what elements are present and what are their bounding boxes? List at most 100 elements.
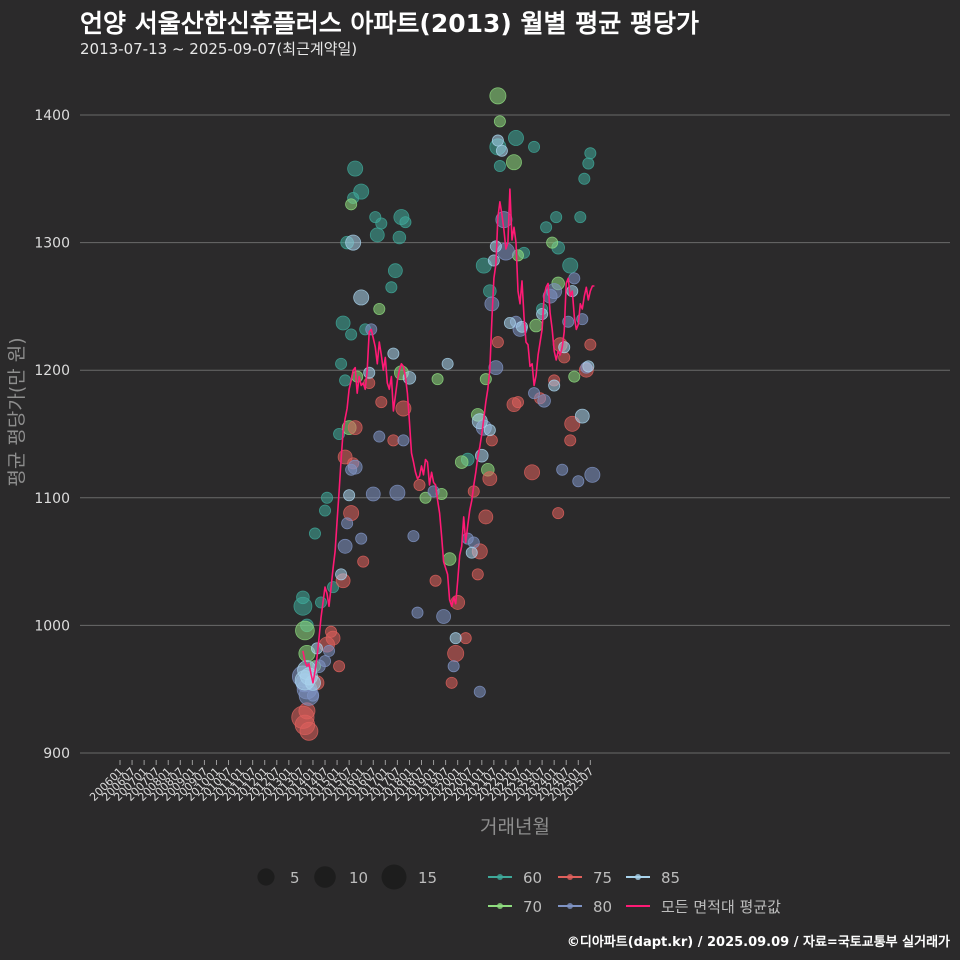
legend-dot-85 xyxy=(635,874,641,880)
point-75-34 xyxy=(524,464,541,481)
point-75-30 xyxy=(485,434,498,447)
point-80-34 xyxy=(537,394,551,408)
point-85-10 xyxy=(387,347,400,360)
point-60-22 xyxy=(387,263,403,279)
point-75-3 xyxy=(299,721,319,741)
point-75-16 xyxy=(375,396,388,409)
point-85-23 xyxy=(516,320,528,333)
point-80-24 xyxy=(467,536,480,549)
point-80-6 xyxy=(319,655,332,668)
point-60-40 xyxy=(578,172,591,185)
point-70-6 xyxy=(373,302,386,315)
size-legend-label-5: 5 xyxy=(290,869,300,887)
point-80-43 xyxy=(584,466,601,483)
point-80-22 xyxy=(447,660,460,673)
point-70-9 xyxy=(431,373,444,386)
point-60-20 xyxy=(375,217,388,230)
legend-dot-75 xyxy=(567,874,573,880)
point-70-8 xyxy=(419,491,432,504)
legend-label-85: 85 xyxy=(661,869,680,887)
point-85-9 xyxy=(363,366,376,379)
point-75-29 xyxy=(482,471,498,487)
point-80-12 xyxy=(355,532,368,545)
point-80-8 xyxy=(337,538,353,554)
point-60-23 xyxy=(392,230,407,245)
point-85-7 xyxy=(345,234,362,251)
color-legend: 60 75 85 70 80 모든 면적대 평균값 xyxy=(488,869,781,916)
average-line xyxy=(302,188,595,684)
point-85-20 xyxy=(491,134,504,147)
point-80-36 xyxy=(546,283,563,300)
y-axis-title: 평균 평당가(만 원) xyxy=(6,337,28,486)
size-legend-label-15: 15 xyxy=(418,869,437,887)
point-70-16 xyxy=(489,87,507,105)
size-legend-dot-15 xyxy=(381,864,407,890)
point-80-33 xyxy=(528,387,541,400)
point-60-8 xyxy=(333,428,346,440)
y-tick-1400: 1400 xyxy=(34,108,70,124)
point-85-13 xyxy=(449,632,462,645)
point-75-33 xyxy=(511,396,524,409)
y-tick-1300: 1300 xyxy=(34,236,70,252)
point-85-29 xyxy=(582,360,595,373)
point-80-9 xyxy=(341,517,354,530)
point-60-33 xyxy=(528,140,541,153)
point-85-21 xyxy=(495,144,508,157)
size-legend-label-10: 10 xyxy=(349,869,368,887)
point-80-25 xyxy=(473,685,486,698)
point-75-18 xyxy=(395,400,412,417)
y-tick-1100: 1100 xyxy=(34,491,70,507)
point-60-38 xyxy=(562,257,579,274)
point-85-14 xyxy=(465,546,478,559)
point-80-40 xyxy=(572,475,585,488)
point-60-6 xyxy=(321,491,334,504)
point-60-1 xyxy=(296,590,310,605)
point-60-41 xyxy=(582,157,595,170)
x-axis-title: 거래년월 xyxy=(480,816,550,838)
point-70-4 xyxy=(345,198,358,211)
point-70-11 xyxy=(442,552,457,566)
point-80-21 xyxy=(436,609,452,624)
legend-dot-80 xyxy=(567,903,573,909)
point-80-39 xyxy=(568,272,581,285)
point-80-17 xyxy=(397,434,410,447)
point-75-31 xyxy=(491,336,504,349)
point-85-28 xyxy=(574,408,590,424)
point-85-18 xyxy=(487,254,500,267)
point-60-42 xyxy=(584,147,597,160)
legend-label-70: 70 xyxy=(523,898,542,916)
point-80-14 xyxy=(365,486,381,502)
point-80-11 xyxy=(347,459,363,475)
point-70-21 xyxy=(546,236,559,249)
point-85-5 xyxy=(335,568,348,581)
point-85-22 xyxy=(503,316,516,329)
chart-title: 언양 서울산한신휴플러스 아파트(2013) 월별 평균 평당가 xyxy=(80,9,699,38)
point-75-21 xyxy=(445,676,458,689)
point-75-20 xyxy=(429,574,442,587)
point-70-17 xyxy=(493,115,506,128)
point-80-16 xyxy=(389,484,406,501)
size-legend-dot-5 xyxy=(257,868,275,886)
point-60-36 xyxy=(550,211,563,224)
point-75-40 xyxy=(564,434,577,447)
size-legend: 5 10 15 xyxy=(257,864,437,890)
point-80-19 xyxy=(411,606,424,619)
y-tick-1000: 1000 xyxy=(34,618,70,634)
point-75-24 xyxy=(459,632,472,645)
point-85-6 xyxy=(343,489,356,502)
point-75-7 xyxy=(325,630,341,646)
point-75-37 xyxy=(552,507,565,520)
point-85-25 xyxy=(548,379,561,392)
point-85-26 xyxy=(558,341,571,354)
point-60-9 xyxy=(335,357,348,370)
point-80-4 xyxy=(306,689,319,702)
point-60-25 xyxy=(399,216,412,229)
point-60-35 xyxy=(540,221,553,234)
point-85-12 xyxy=(441,357,454,370)
point-60-5 xyxy=(319,504,332,517)
y-tick-900: 900 xyxy=(43,746,70,762)
point-85-8 xyxy=(353,289,370,306)
point-60-13 xyxy=(345,328,358,341)
average-line-layer xyxy=(302,188,595,684)
point-80-7 xyxy=(323,644,336,657)
